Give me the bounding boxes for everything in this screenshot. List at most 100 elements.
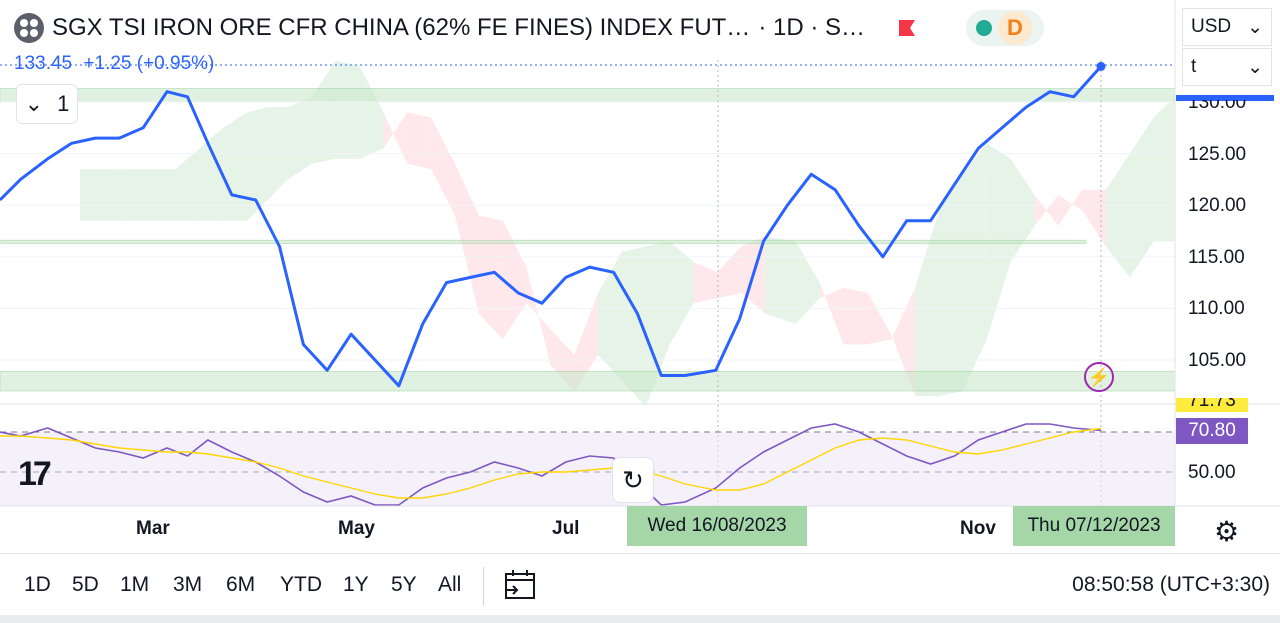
last-date-tag: Thu 07/12/2023 [1013, 506, 1175, 546]
cloud-segment [574, 292, 599, 391]
rsi-axis-label: 50.00 [1188, 462, 1236, 483]
zone-middle [0, 239, 1087, 244]
delayed-badge: D [998, 11, 1032, 45]
cloud-segment [669, 241, 694, 345]
cloud-segment [915, 210, 939, 397]
support-resistance-zones [0, 88, 1176, 392]
cloud-segment [962, 143, 987, 391]
reset-icon[interactable]: ↻ [612, 457, 654, 503]
footer-strip [0, 615, 1280, 623]
price-change-line: 133.45 +1.25 (+0.95%) [14, 53, 214, 75]
cloud-segment [693, 261, 718, 304]
gear-icon[interactable]: ⚙ [1214, 516, 1240, 547]
cloud-segment [621, 246, 646, 407]
unit-select[interactable]: t ⌄ [1182, 48, 1272, 86]
price-series [0, 61, 1106, 388]
toolbar-divider [483, 567, 484, 605]
cloud-segment [1034, 194, 1059, 226]
bottom-toolbar [0, 553, 1280, 616]
flag-icon[interactable] [897, 18, 917, 38]
cloud-segment [1058, 189, 1083, 226]
cloud-segment [431, 117, 455, 216]
chart-header: SGX TSI IRON ORE CFR CHINA (62% FE FINES… [14, 12, 917, 44]
symbol-meta: · 1D · S… [758, 14, 865, 41]
cloud-segment [795, 241, 820, 324]
cloud-segment [526, 267, 551, 366]
price-axis-label: 110.00 [1188, 298, 1245, 319]
timeframe-5d[interactable]: 5D [72, 573, 99, 596]
time-axis-label: Mar [136, 518, 170, 539]
cloud-segment [938, 174, 963, 397]
tradingview-logo-icon[interactable]: 17 [18, 455, 52, 493]
cloud-segment [199, 127, 224, 221]
cloud-segment [100, 169, 128, 221]
timeframe-ytd[interactable]: YTD [280, 573, 322, 596]
cloud-segment [454, 163, 479, 314]
rsi-line [0, 423, 1102, 506]
rsi-value-tag: 70.80 [1176, 418, 1248, 444]
market-open-dot [976, 20, 992, 36]
price-axis-label: 120.00 [1188, 195, 1247, 216]
cloud-segment [1153, 96, 1175, 242]
calendar-range-icon[interactable] [503, 568, 537, 602]
cloud-segment [127, 169, 152, 221]
timeframe-5y[interactable]: 5Y [391, 573, 417, 596]
market-status[interactable]: D [966, 10, 1044, 46]
chevron-down-icon: ⌄ [1247, 16, 1263, 38]
cloud-segment [247, 107, 268, 221]
timeframe-1d[interactable]: 1D [24, 573, 51, 596]
clock[interactable]: 08:50:58 (UTC+3:30) [1072, 573, 1270, 596]
indicators-toggle[interactable]: ⌄ 1 [16, 84, 78, 124]
cloud-segment [891, 287, 916, 397]
price-axis-label: 125.00 [1188, 144, 1247, 165]
currency-value: USD [1191, 16, 1232, 37]
cloud-segment [311, 60, 336, 164]
rsi-ma-tag: 71.73 [1176, 398, 1248, 412]
timeframe-1y[interactable]: 1Y [343, 573, 369, 596]
cloud-segment [175, 148, 200, 221]
symbol-icon[interactable] [14, 13, 44, 43]
cloud-segment [645, 241, 670, 407]
symbol-title[interactable]: SGX TSI IRON ORE CFR CHINA (62% FE FINES… [52, 14, 751, 41]
lightning-icon[interactable]: ⚡ [1084, 362, 1114, 392]
chevron-down-icon: ⌄ [24, 91, 44, 116]
cloud-segment [765, 236, 796, 324]
cloud-segment [598, 251, 622, 381]
time-axis-label: May [338, 518, 375, 539]
timeframe-3m[interactable]: 3M [173, 573, 203, 596]
currency-select[interactable]: USD ⌄ [1182, 8, 1272, 46]
timeframe-all[interactable]: All [438, 573, 462, 596]
cloud-segment [843, 287, 868, 345]
cloud-segment [151, 169, 176, 221]
cloud-segment [717, 246, 742, 299]
zone-lower [0, 370, 1176, 392]
rsi-ma-line [0, 427, 1102, 499]
timeframe-1m[interactable]: 1M [120, 573, 150, 596]
price-axis-label: 105.00 [1188, 350, 1247, 371]
cloud-segment [383, 112, 408, 164]
indicator-count: 1 [57, 91, 70, 116]
chevron-down-icon: ⌄ [1247, 56, 1263, 78]
price-axis-label: 130.00 [1188, 92, 1247, 113]
last-price: 133.45 [14, 53, 73, 74]
cloud-segment [1082, 189, 1107, 247]
last-price-marker [1176, 95, 1274, 101]
grid [0, 101, 1175, 361]
rsi-band [0, 432, 1175, 506]
cloud-segment [223, 112, 248, 221]
ichimoku-cloud [80, 60, 1175, 407]
price-change: +1.25 (+0.95%) [83, 53, 215, 74]
cloud-segment [287, 96, 312, 180]
cloud-segment [335, 60, 360, 159]
cloud-segment [407, 112, 432, 170]
rsi-series [0, 423, 1102, 506]
unit-value: t [1191, 56, 1197, 77]
time-axis-label: Nov [960, 518, 996, 539]
price-point [1096, 61, 1106, 71]
cloud-segment [1129, 117, 1154, 278]
timeframe-6m[interactable]: 6M [226, 573, 256, 596]
cloud-segment [819, 282, 844, 345]
price-axis-label: 115.00 [1188, 247, 1245, 268]
crosshair-date-tag: Wed 16/08/2023 [627, 506, 807, 546]
